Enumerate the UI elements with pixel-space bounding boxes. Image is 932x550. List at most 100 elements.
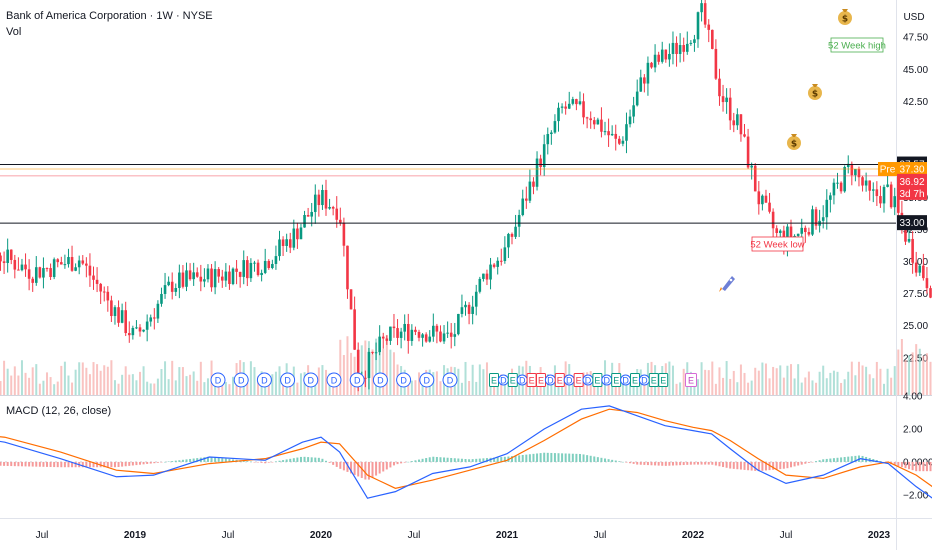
candle-body <box>682 45 685 52</box>
candle-body <box>74 267 77 271</box>
volume-bar <box>314 378 317 395</box>
dividend-letter: D <box>604 376 611 386</box>
candle-body <box>582 101 585 118</box>
candle-body <box>685 43 689 52</box>
volume-bar <box>274 371 277 395</box>
macd-histogram-bar <box>203 457 206 462</box>
candle-body <box>17 269 20 271</box>
macd-histogram-bar <box>289 458 292 462</box>
volume-bar <box>350 352 353 395</box>
macd-histogram-bar <box>908 461 911 470</box>
candle-body <box>507 233 510 248</box>
macd-histogram-bar <box>807 461 810 463</box>
volume-bar <box>181 367 184 395</box>
candle-body <box>539 158 542 168</box>
volume-bar <box>221 379 224 395</box>
volume-bar <box>407 381 410 395</box>
volume-bar <box>13 366 16 395</box>
macd-histogram-bar <box>546 452 549 462</box>
macd-histogram-bar <box>85 461 88 468</box>
macd-histogram-bar <box>317 457 320 462</box>
volume-bar <box>457 368 460 395</box>
macd-histogram-bar <box>189 458 192 462</box>
candle-body <box>149 317 153 322</box>
macd-histogram-bar <box>697 461 700 465</box>
volume-bar <box>96 364 99 395</box>
macd-histogram-bar <box>550 452 553 462</box>
candle-body <box>625 124 628 141</box>
macd-histogram-bar <box>418 459 421 462</box>
macd-histogram-bar <box>375 461 378 476</box>
volume-bar <box>346 336 349 395</box>
dollar-sign: $ <box>791 140 797 150</box>
macd-histogram-bar <box>450 457 453 462</box>
money-bag-knot <box>791 134 797 137</box>
macd-histogram-bar <box>360 461 363 478</box>
volume-bar <box>228 384 231 395</box>
macd-histogram-bar <box>56 461 59 468</box>
candle-body <box>145 321 149 330</box>
candle-body <box>753 165 757 192</box>
macd-histogram-bar <box>403 461 406 463</box>
candle-body <box>353 309 356 350</box>
macd-histogram-bar <box>160 461 163 463</box>
macd-histogram-bar <box>378 461 381 474</box>
volume-bar <box>117 383 120 395</box>
volume-bar <box>561 380 564 395</box>
candle-body <box>210 268 213 288</box>
candle-body <box>213 269 217 288</box>
candle-body <box>757 191 761 205</box>
candle-body <box>854 169 857 176</box>
volume-bar <box>63 361 66 395</box>
dividend-marker <box>419 372 435 388</box>
candle-body <box>435 325 439 332</box>
candle-body <box>914 262 918 273</box>
dividend-marker <box>233 372 249 388</box>
volume-bar <box>714 383 717 395</box>
volume-bar <box>865 366 868 395</box>
earnings-letter: E <box>651 376 657 386</box>
candle-body <box>417 331 421 338</box>
earnings-marker <box>658 373 669 387</box>
volume-bar <box>468 380 471 395</box>
macd-histogram-bar <box>296 457 299 462</box>
candle-body <box>650 62 653 68</box>
candle-body <box>281 239 285 246</box>
candle-body <box>496 260 499 267</box>
macd-histogram-bar <box>693 461 696 465</box>
dollar-sign: $ <box>842 15 848 25</box>
dividend-marker <box>256 372 272 388</box>
volume-bar <box>815 382 818 395</box>
time-tick-label: 2020 <box>310 530 333 541</box>
dividend-marker <box>326 372 342 388</box>
volume-bar <box>875 361 878 395</box>
time-tick-label: 2021 <box>496 530 519 541</box>
macd-histogram-bar <box>210 456 213 462</box>
candle-body <box>374 352 378 354</box>
macd-histogram-bar <box>396 461 399 465</box>
volume-bar <box>793 378 796 395</box>
macd-histogram-bar <box>922 461 925 472</box>
volume-bar <box>800 382 803 395</box>
macd-histogram-bar <box>303 456 306 462</box>
candle-body <box>124 310 127 334</box>
money-bag-icon <box>808 86 822 100</box>
volume-bar <box>164 361 167 395</box>
macd-histogram-bar <box>142 461 145 465</box>
macd-histogram-bar <box>221 458 224 462</box>
volume-bar <box>729 378 732 395</box>
candle-body <box>63 264 67 266</box>
volume-bar <box>596 379 599 395</box>
candle-body <box>127 333 131 336</box>
macd-histogram-bar <box>561 453 564 462</box>
candle-body <box>199 276 203 282</box>
macd-label: MACD (12, 26, close) <box>6 405 112 417</box>
volume-bar <box>643 381 646 395</box>
candle-body <box>929 288 932 298</box>
candle-body <box>424 334 428 342</box>
macd-histogram-bar <box>464 459 467 462</box>
level-tag-low-text: 33.00 <box>899 218 924 229</box>
volume-bar <box>543 380 546 395</box>
earnings-letter: E <box>594 376 600 386</box>
